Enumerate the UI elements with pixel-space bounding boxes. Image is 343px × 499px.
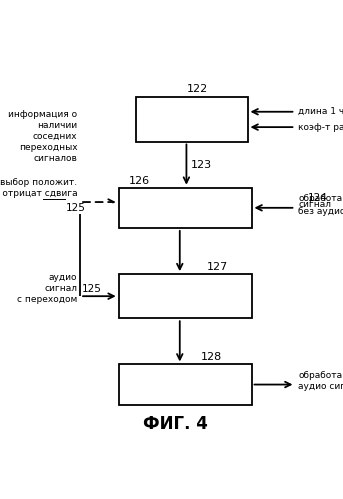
Bar [119,364,251,405]
Text: коэф-т растяжения: коэф-т растяжения [298,123,343,132]
Bar [119,188,251,228]
Text: обработанный
аудио сигнал: обработанный аудио сигнал [298,371,343,391]
Text: 128: 128 [201,352,222,362]
Text: 127: 127 [206,262,228,272]
Text: 123: 123 [190,160,212,170]
Text: 125: 125 [81,284,101,294]
Text: выбор положит.
или отрицат сдвига: выбор положит. или отрицат сдвига [0,178,78,198]
Text: 124: 124 [308,193,328,203]
Text: обработанный: обработанный [298,194,343,203]
Text: ФИГ. 4: ФИГ. 4 [143,415,208,433]
Text: без аудио сигнала: без аудио сигнала [298,207,343,216]
Text: сигнал: сигнал [298,200,331,209]
Text: 122: 122 [187,83,208,93]
Bar [136,97,248,142]
Text: информация о
наличии
соседних
переходных
сигналов: информация о наличии соседних переходных… [8,110,78,163]
Text: длина 1 части: длина 1 части [298,107,343,116]
Text: 126: 126 [129,176,150,186]
Bar [119,274,251,318]
Text: аудио
сигнал
с переходом: аудио сигнал с переходом [17,273,78,304]
Text: 125: 125 [66,203,85,213]
